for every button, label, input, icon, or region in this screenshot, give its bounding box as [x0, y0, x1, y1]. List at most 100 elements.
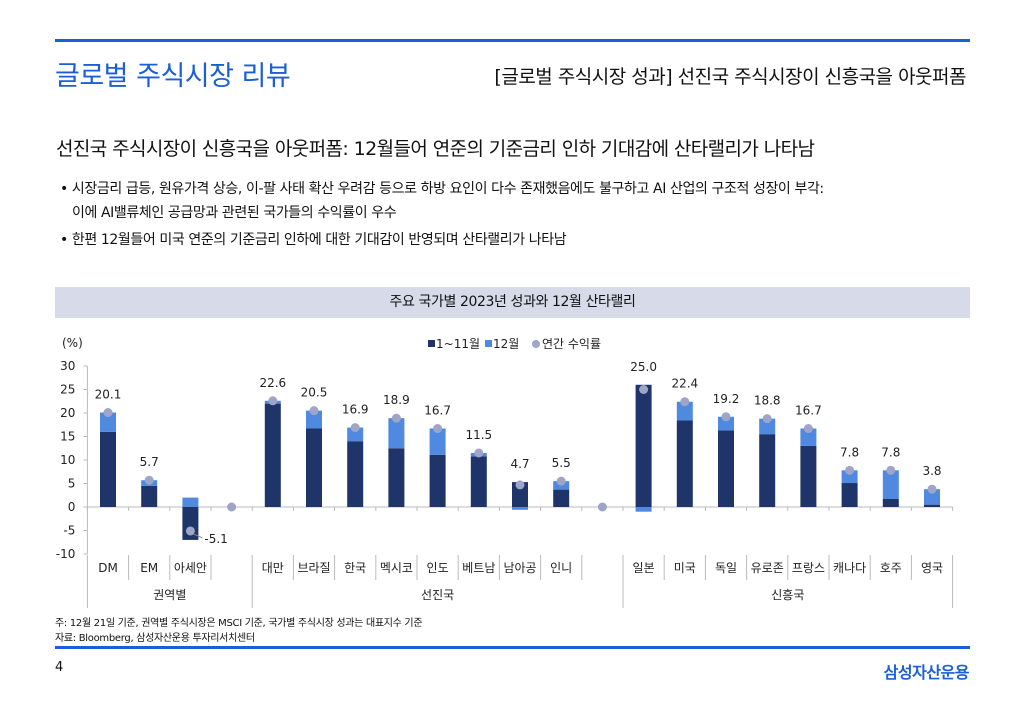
category-label: 독일 [715, 561, 737, 575]
chart-title: 주요 국가별 2023년 성과와 12월 산타랠리 [55, 287, 970, 318]
annual-return-marker [762, 414, 772, 424]
annual-return-marker [803, 424, 813, 434]
bar-dec [347, 427, 364, 442]
data-label: 16.9 [342, 403, 369, 417]
annual-return-marker [185, 526, 195, 536]
category-label: 남아공 [503, 561, 536, 575]
bar-dec [429, 428, 446, 455]
y-tick-label: 0 [68, 500, 76, 514]
annual-return-marker [556, 476, 566, 486]
data-label: 22.4 [671, 377, 698, 391]
data-label: 16.7 [424, 404, 451, 418]
data-label: 3.8 [922, 464, 941, 478]
section-heading: 선진국 주식시장이 신흥국을 아웃퍼폼: 12월들어 연준의 기준금리 인하 기… [56, 138, 815, 160]
category-label: EM [140, 561, 158, 575]
legend-swatch-jan-nov [428, 340, 435, 347]
annual-return-marker [886, 465, 896, 475]
annual-return-marker [391, 413, 401, 423]
category-label: 캐나다 [833, 561, 866, 575]
annual-return-marker [350, 423, 360, 433]
category-label: 호주 [880, 561, 902, 575]
annual-return-marker [474, 448, 484, 458]
bar-jan-nov [429, 454, 446, 507]
y-tick-label: 30 [60, 359, 75, 373]
annual-return-marker [845, 465, 855, 475]
stacked-bar-chart: 30 25 20 15 10 5 0 -5 -10 (%) 1~11월 12월 연간 수익률 20.1 DM… [56, 336, 954, 608]
category-label: 일본 [633, 561, 655, 575]
bar-jan-nov [141, 485, 158, 507]
bar-dec [924, 489, 940, 505]
legend-swatch-dec [485, 340, 492, 347]
bar-jan-nov [512, 482, 528, 507]
category-label: 인도 [427, 561, 449, 575]
data-label: 4.7 [510, 457, 529, 471]
data-label: 22.6 [259, 376, 286, 390]
legend-label-annual: 연간 수익률 [542, 337, 601, 351]
data-label: 16.7 [795, 404, 822, 418]
y-tick-label: 15 [60, 430, 75, 444]
page-subtitle: [글로벌 주식시장 성과] 선진국 주식시장이 신흥국을 아웃퍼폼 [494, 66, 966, 88]
bar-dec [388, 418, 405, 449]
group-label: 권역별 [153, 588, 186, 602]
bar-jan-nov [718, 430, 734, 507]
data-label: 7.8 [881, 445, 900, 459]
bar-jan-nov [100, 431, 116, 507]
bar-jan-nov [553, 489, 570, 507]
annual-return-marker [597, 502, 607, 512]
bar-dec [512, 507, 528, 510]
bar-dec [635, 507, 652, 512]
bullet-2: • 한편 12월들어 미국 연준의 기준금리 인하에 대한 기대감이 반영되며 … [60, 232, 567, 248]
bar-dec [841, 470, 858, 484]
category-label: 베트남 [462, 561, 495, 575]
annual-return-marker [103, 408, 113, 418]
header-rule [55, 39, 970, 42]
bar-dec [676, 401, 693, 421]
data-label: 20.1 [95, 388, 122, 402]
category-label: 영국 [921, 561, 943, 575]
y-tick-label: -5 [63, 524, 75, 538]
bar-jan-nov [347, 441, 364, 507]
y-tick-label: -10 [56, 547, 76, 561]
bar-dec [306, 410, 322, 429]
y-tick-label: 20 [60, 406, 75, 420]
data-label: 11.5 [465, 428, 492, 442]
annual-return-marker [309, 406, 319, 416]
data-label: -5.1 [204, 532, 227, 546]
data-label: 7.8 [840, 445, 859, 459]
category-label: 브라질 [297, 561, 330, 575]
group-label: 선진국 [421, 588, 454, 602]
bar-jan-nov [635, 384, 652, 507]
bar-dec [759, 418, 776, 435]
bullet-1: • 시장금리 급등, 원유가격 상승, 이-팔 사태 확산 우려감 등으로 하방… [60, 181, 824, 197]
source-note: 자료: Bloomberg, 삼성자산운용 투자리서치센터 [55, 633, 255, 644]
annual-return-marker [721, 412, 731, 422]
category-label: 아세안 [174, 561, 207, 575]
annual-return-marker [268, 396, 278, 406]
bar-dec [800, 428, 817, 446]
y-tick-label: 10 [60, 453, 75, 467]
legend-label-dec: 12월 [493, 337, 519, 351]
annual-return-marker [144, 475, 154, 485]
bar-jan-nov [264, 403, 281, 507]
data-label: 20.5 [301, 386, 328, 400]
footnote: 주: 12월 21일 기준, 권역별 주식시장은 MSCI 기준, 국가별 주식… [55, 618, 423, 629]
data-label-leader [193, 533, 203, 539]
category-label: 인니 [550, 561, 572, 575]
bar-jan-nov [924, 504, 940, 507]
bar-jan-nov [800, 445, 817, 507]
bar-jan-nov [388, 448, 405, 507]
bar-dec [100, 412, 116, 432]
category-label: DM [98, 561, 118, 575]
bar-jan-nov [759, 434, 776, 507]
category-label: 대만 [262, 561, 284, 575]
data-label: 18.9 [383, 393, 410, 407]
annual-return-marker [639, 385, 649, 394]
data-label: 19.2 [713, 392, 740, 406]
page-title: 글로벌 주식시장 리뷰 [55, 61, 291, 92]
category-label: 프랑스 [792, 561, 825, 575]
bar-dec [182, 497, 199, 507]
bar-jan-nov [841, 483, 858, 507]
annual-return-marker [433, 424, 443, 434]
y-tick-label: 5 [68, 477, 76, 491]
bar-jan-nov [882, 499, 899, 507]
